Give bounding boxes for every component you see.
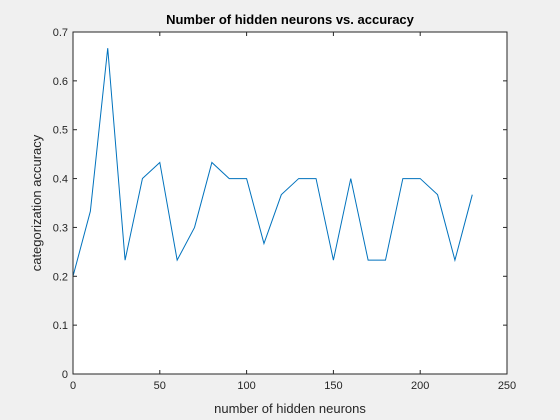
series-line-1 <box>72 48 473 277</box>
y-axis-label: categorization accuracy <box>29 134 44 271</box>
y-tick-label: 0.7 <box>53 27 68 39</box>
y-tick-label: 0.5 <box>53 125 68 137</box>
y-tick-label: 0.4 <box>53 174 68 186</box>
axes-layer: 0 50 100 150 200 250 0 0.1 0.2 0.3 0.4 0.5 0.6 0.7 <box>53 27 516 392</box>
x-axis-label: number of hidden neurons <box>214 401 366 416</box>
x-tick-label: 150 <box>324 380 342 392</box>
x-tick-label: 50 <box>154 380 166 392</box>
x-tick-label: 200 <box>411 380 429 392</box>
x-tick-label: 0 <box>70 380 76 392</box>
y-tick-label: 0.3 <box>53 222 68 234</box>
y-tick-label: 0.2 <box>53 271 68 283</box>
chart-title: Number of hidden neurons vs. accuracy <box>166 12 415 27</box>
axes-box <box>72 31 508 375</box>
x-tick-label: 100 <box>237 380 255 392</box>
plot-area <box>73 32 507 374</box>
y-tick-label: 0.1 <box>53 320 68 332</box>
y-tick-label: 0 <box>62 369 68 381</box>
y-tick-label: 0.6 <box>53 76 68 88</box>
x-tick-label: 250 <box>498 380 516 392</box>
